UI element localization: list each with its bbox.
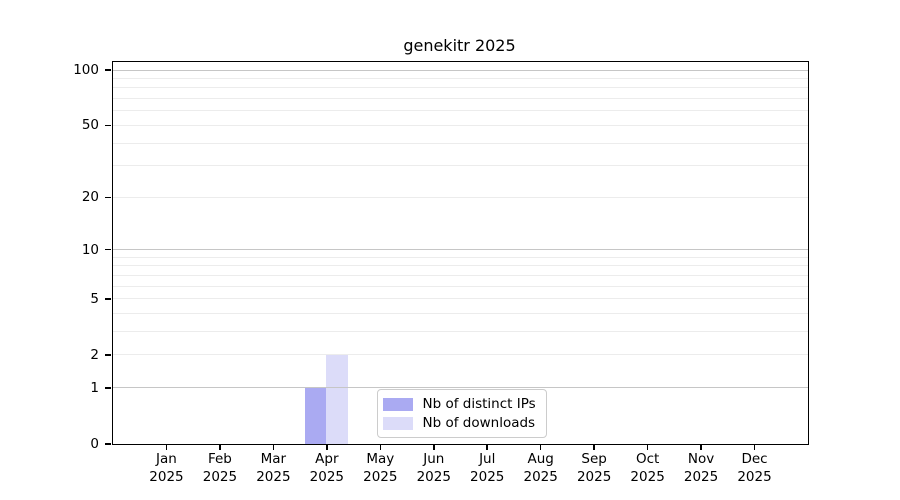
y-tick-label: 5 — [90, 290, 99, 307]
gridline-minor — [112, 285, 808, 287]
y-tick — [105, 196, 111, 199]
gridline-minor — [112, 196, 808, 198]
y-tick — [105, 387, 111, 389]
legend-row: Nb of downloads — [382, 414, 539, 433]
x-tick — [433, 443, 435, 450]
y-tick — [105, 69, 111, 71]
y-tick-label: 2 — [90, 346, 99, 363]
x-tick-label: Nov 2025 — [683, 451, 719, 485]
y-tick-label: 50 — [81, 117, 99, 134]
gridline-minor — [112, 354, 808, 356]
y-tick-label: 10 — [81, 241, 99, 258]
x-tick-label: Oct 2025 — [630, 451, 665, 485]
y-tick-label: 0 — [90, 436, 99, 452]
legend-label-downloads: Nb of downloads — [422, 415, 536, 431]
gridline-minor — [112, 87, 808, 89]
gridline-minor — [112, 142, 808, 144]
x-tick — [539, 443, 542, 450]
x-tick — [486, 443, 488, 450]
y-tick-label: 1 — [90, 379, 99, 396]
x-tick-label: Apr 2025 — [309, 451, 345, 485]
gridline-minor — [112, 165, 808, 167]
x-tick — [326, 443, 328, 450]
gridline-minor — [112, 274, 808, 276]
grid-layer — [112, 62, 808, 444]
gridline-minor — [112, 331, 808, 333]
y-tick-label: 20 — [81, 189, 99, 206]
gridline-major — [112, 69, 808, 71]
bar-nb-of-distinct-ips-apr — [304, 387, 327, 444]
legend-swatch-distinct-ips — [382, 397, 413, 411]
x-tick-label: May 2025 — [363, 451, 398, 485]
x-tick — [219, 443, 221, 450]
y-tick — [105, 443, 111, 445]
gridline-minor — [112, 298, 808, 300]
gridline-minor — [112, 77, 808, 79]
legend: Nb of distinct IPs Nb of downloads — [376, 388, 547, 438]
gridline-major — [112, 249, 808, 251]
x-tick — [593, 443, 595, 450]
x-tick-label: Aug 2025 — [523, 451, 558, 485]
x-tick-label: Mar 2025 — [256, 451, 291, 485]
x-tick-label: Jul 2025 — [470, 451, 505, 485]
gridline-minor — [112, 124, 808, 126]
x-tick-label: Feb 2025 — [202, 451, 238, 485]
bar-nb-of-downloads-apr — [326, 354, 348, 444]
y-tick — [105, 248, 111, 251]
legend-label-distinct-ips: Nb of distinct IPs — [422, 396, 536, 412]
y-tick-label: 100 — [73, 62, 99, 78]
gridline-major — [112, 387, 808, 389]
gridline-minor — [112, 256, 808, 258]
y-tick — [105, 354, 111, 356]
x-tick — [272, 443, 275, 450]
x-tick — [646, 443, 649, 450]
legend-swatch-downloads — [382, 416, 413, 430]
y-tick — [105, 298, 111, 300]
gridline-minor — [112, 110, 808, 112]
x-tick — [753, 443, 756, 450]
x-tick-label: Sep 2025 — [576, 451, 612, 485]
bars-layer — [113, 62, 808, 444]
x-tick-label: Jan 2025 — [149, 451, 184, 485]
x-tick — [165, 443, 168, 450]
y-tick — [105, 124, 111, 127]
gridline-minor — [112, 313, 808, 315]
chart-title: genekitr 2025 — [403, 36, 516, 55]
plot-area: Nb of distinct IPs Nb of downloads — [111, 60, 809, 445]
x-tick — [379, 443, 382, 450]
gridline-minor — [112, 98, 808, 100]
gridline-minor — [112, 265, 808, 267]
x-tick-label: Dec 2025 — [737, 451, 772, 485]
x-tick-label: Jun 2025 — [416, 451, 451, 485]
legend-row: Nb of distinct IPs — [382, 395, 539, 414]
x-tick — [700, 443, 702, 450]
